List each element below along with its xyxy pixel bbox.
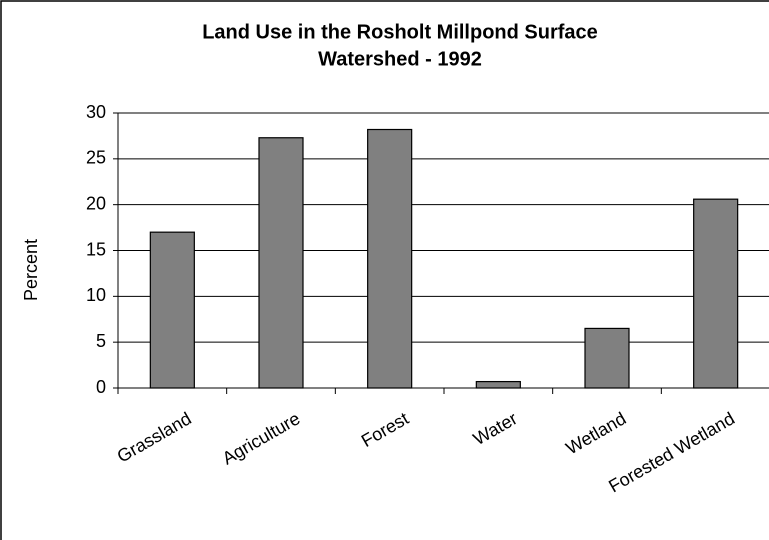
bar xyxy=(693,198,739,389)
bar xyxy=(258,137,304,389)
y-tick-label: 25 xyxy=(86,148,106,168)
chart-title: Watershed - 1992 xyxy=(318,48,482,70)
y-tick-label: 0 xyxy=(96,377,106,397)
y-tick-label: 10 xyxy=(86,285,106,305)
y-axis-label: Percent xyxy=(21,239,41,301)
bar xyxy=(584,327,630,389)
y-tick-label: 30 xyxy=(86,102,106,122)
chart-title: Land Use in the Rosholt Millpond Surface xyxy=(202,21,598,43)
bar xyxy=(367,128,413,389)
y-tick-label: 15 xyxy=(86,239,106,259)
bar xyxy=(149,231,195,389)
y-tick-label: 20 xyxy=(86,193,106,213)
bar xyxy=(475,380,521,389)
y-tick-label: 5 xyxy=(96,331,106,351)
